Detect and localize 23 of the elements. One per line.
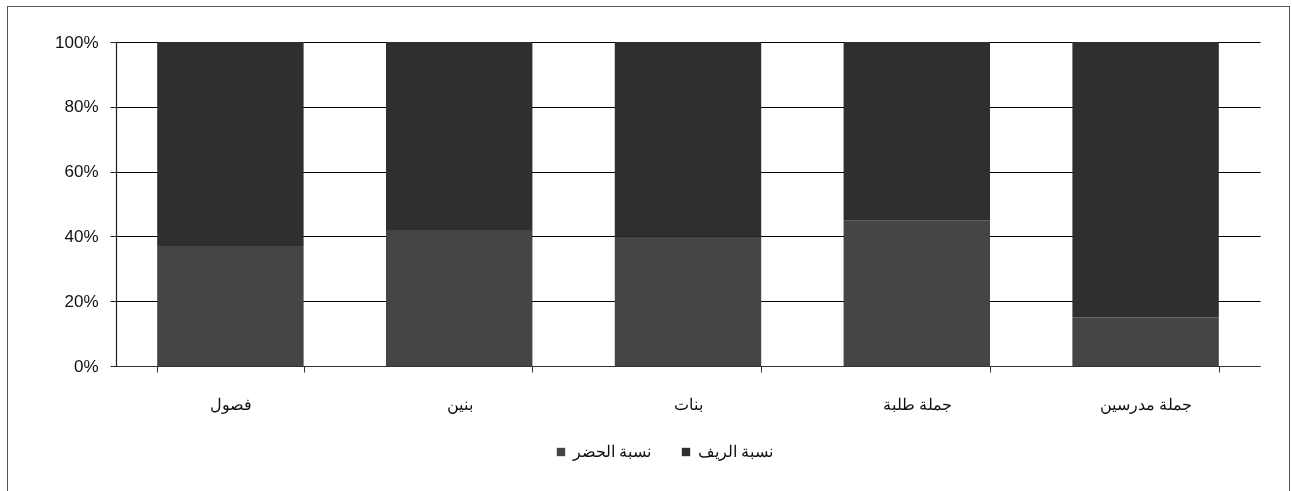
bar xyxy=(1072,317,1219,366)
y-tick-label: 20% xyxy=(64,291,99,311)
bar xyxy=(157,42,304,247)
x-tick-label: بنات xyxy=(674,395,703,413)
y-tick-label: 60% xyxy=(64,162,99,182)
x-tick-label: فصول xyxy=(209,395,252,414)
bar xyxy=(614,42,762,237)
bar xyxy=(843,220,991,366)
x-tick-label: جملة طلبة xyxy=(882,395,953,413)
x-tick-label: جملة مدرسين xyxy=(1099,395,1193,414)
bar xyxy=(157,246,304,366)
legend-label: نسبة الريف xyxy=(698,443,774,461)
x-tick-label: بنين xyxy=(446,395,473,414)
y-tick-label: 100% xyxy=(55,32,99,52)
bar xyxy=(1072,42,1219,318)
bar xyxy=(843,42,991,221)
y-tick-label: 80% xyxy=(64,97,99,117)
y-tick-label: 40% xyxy=(64,226,99,246)
y-tick-label: 0% xyxy=(73,356,99,376)
bar xyxy=(614,236,762,366)
legend-label: نسبة الحضر xyxy=(572,443,652,461)
bar xyxy=(385,42,533,230)
bar xyxy=(385,229,533,366)
